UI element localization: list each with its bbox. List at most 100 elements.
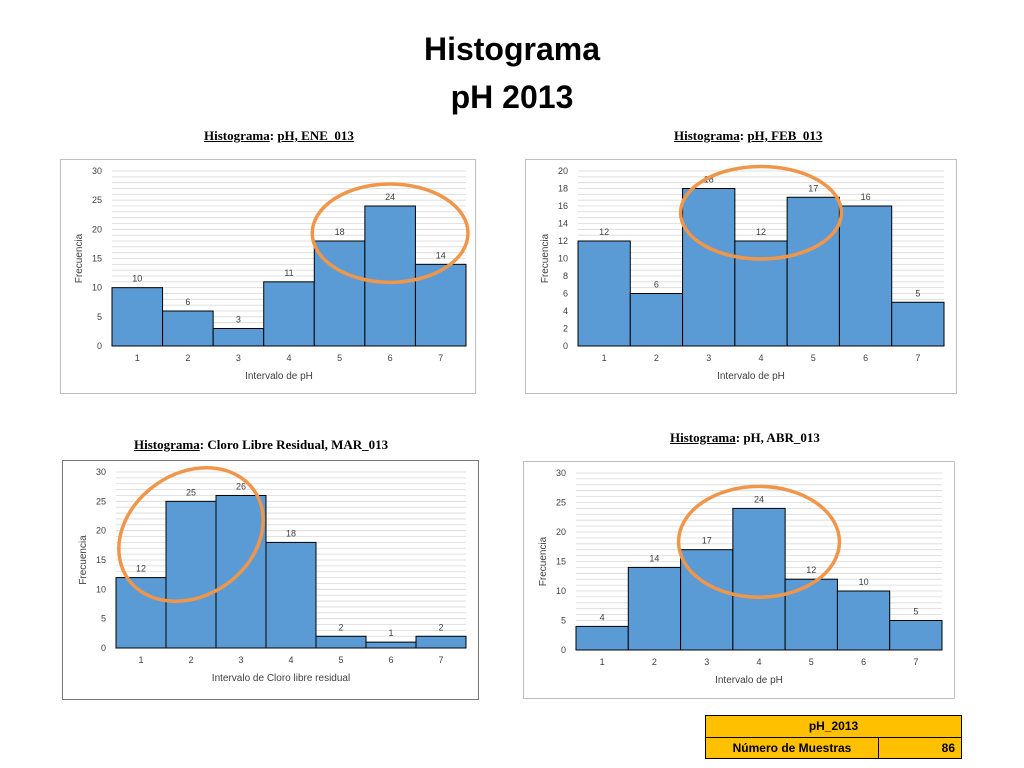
y-tick-label: 5 bbox=[561, 616, 566, 626]
summary-table: pH_2013 Número de Muestras 86 bbox=[705, 715, 962, 759]
data-label: 2 bbox=[338, 622, 343, 632]
y-tick-label: 15 bbox=[96, 555, 106, 565]
y-tick-label: 20 bbox=[556, 527, 566, 537]
highlight-ellipse bbox=[676, 484, 842, 599]
bar bbox=[115, 577, 167, 649]
chart-title-keyword: Histograma bbox=[674, 128, 740, 143]
chart-title-abr: Histograma: pH, ABR_013 bbox=[670, 430, 820, 445]
chart-title-rest: pH, FEB_013 bbox=[747, 128, 823, 143]
y-tick-label: 10 bbox=[558, 254, 568, 264]
bar bbox=[162, 310, 214, 347]
x-tick-label: 6 bbox=[388, 655, 393, 665]
x-tick-label: 3 bbox=[704, 657, 709, 667]
data-label: 26 bbox=[236, 481, 246, 491]
highlight-ellipse bbox=[117, 466, 265, 604]
bar bbox=[682, 188, 736, 347]
x-tick-label: 6 bbox=[863, 353, 868, 363]
bar bbox=[365, 641, 417, 649]
bar bbox=[627, 566, 682, 651]
x-tick-label: 5 bbox=[809, 657, 814, 667]
highlight-ellipse bbox=[310, 182, 470, 285]
y-tick-label: 20 bbox=[92, 224, 102, 234]
y-tick-label: 16 bbox=[558, 201, 568, 211]
data-label: 6 bbox=[185, 297, 190, 307]
x-tick-label: 4 bbox=[288, 655, 293, 665]
y-tick-label: 15 bbox=[556, 557, 566, 567]
y-tick-label: 0 bbox=[561, 645, 566, 655]
x-tick-label: 5 bbox=[337, 353, 342, 363]
y-tick-label: 30 bbox=[96, 467, 106, 477]
y-tick-label: 18 bbox=[558, 184, 568, 194]
x-tick-label: 4 bbox=[756, 657, 761, 667]
y-axis-label: Frecuencia bbox=[540, 233, 551, 283]
bar bbox=[263, 281, 315, 347]
data-label: 12 bbox=[599, 227, 609, 237]
histogram-ph-abr: 0 5 10 15 20 25 30 4 1 14 2 17 3 24 4 12 5 10 6 5 7 Intervalo… bbox=[523, 461, 955, 699]
data-label: 5 bbox=[913, 607, 918, 617]
x-tick-label: 2 bbox=[654, 353, 659, 363]
x-tick-label: 7 bbox=[915, 353, 920, 363]
y-tick-label: 30 bbox=[556, 468, 566, 478]
bar bbox=[577, 240, 631, 347]
bar bbox=[165, 500, 217, 649]
bar bbox=[111, 287, 164, 347]
x-tick-label: 2 bbox=[652, 657, 657, 667]
x-axis-label: Intervalo de pH bbox=[245, 371, 313, 382]
y-tick-label: 25 bbox=[92, 195, 102, 205]
bar bbox=[784, 578, 838, 651]
x-tick-label: 6 bbox=[388, 353, 393, 363]
bar bbox=[629, 293, 684, 347]
chart-title-keyword: Histograma bbox=[134, 437, 200, 452]
x-tick-label: 7 bbox=[438, 655, 443, 665]
bar bbox=[838, 205, 893, 347]
bar bbox=[315, 635, 367, 649]
data-label: 12 bbox=[806, 565, 816, 575]
data-label: 4 bbox=[600, 612, 605, 622]
x-tick-label: 1 bbox=[138, 655, 143, 665]
chart-title-rest: Cloro Libre Residual, MAR_013 bbox=[207, 437, 389, 452]
data-label: 10 bbox=[132, 274, 142, 284]
bar bbox=[575, 625, 629, 651]
data-label: 12 bbox=[136, 564, 146, 574]
data-label: 25 bbox=[186, 487, 196, 497]
y-tick-label: 4 bbox=[563, 306, 568, 316]
y-tick-label: 0 bbox=[97, 341, 102, 351]
bar bbox=[786, 196, 840, 347]
bar bbox=[415, 635, 467, 649]
y-tick-label: 2 bbox=[563, 324, 568, 334]
y-tick-label: 14 bbox=[558, 219, 568, 229]
histogram-ph-ene: 0 5 10 15 20 25 30 10 1 6 2 3 3 11 4 18 5 24 6 14 7 Intervalo… bbox=[60, 159, 476, 394]
y-tick-label: 5 bbox=[101, 614, 106, 624]
histogram-cloro-mar: 051015202530121252263184251627Intervalo … bbox=[62, 460, 479, 700]
data-label: 5 bbox=[915, 288, 920, 298]
y-tick-label: 20 bbox=[96, 526, 106, 536]
bar bbox=[889, 620, 943, 651]
page-title-line2: pH 2013 bbox=[450, 79, 574, 115]
x-tick-label: 1 bbox=[602, 353, 607, 363]
x-tick-label: 6 bbox=[861, 657, 866, 667]
bar bbox=[364, 205, 416, 347]
histogram-ph-feb: 024681012141618201216218312417516657Inte… bbox=[525, 159, 957, 394]
bar bbox=[732, 507, 786, 651]
x-tick-label: 3 bbox=[238, 655, 243, 665]
summary-row-value: 86 bbox=[878, 736, 962, 759]
chart-title-keyword: Histograma bbox=[204, 128, 270, 143]
data-label: 12 bbox=[756, 227, 766, 237]
chart-title-ene: Histograma: pH, ENE_013 bbox=[204, 128, 354, 143]
highlight-ellipse bbox=[678, 164, 844, 261]
y-tick-label: 20 bbox=[558, 166, 568, 176]
x-tick-label: 4 bbox=[758, 353, 763, 363]
data-label: 6 bbox=[654, 280, 659, 290]
y-tick-label: 30 bbox=[92, 166, 102, 176]
bar bbox=[680, 549, 734, 651]
x-tick-label: 1 bbox=[135, 353, 140, 363]
data-label: 14 bbox=[436, 250, 446, 260]
page-title-line1: Histograma bbox=[423, 31, 601, 67]
data-label: 10 bbox=[859, 577, 869, 587]
y-tick-label: 10 bbox=[92, 283, 102, 293]
data-label: 18 bbox=[286, 528, 296, 538]
data-label: 16 bbox=[861, 192, 871, 202]
x-axis-label: Intervalo de pH bbox=[715, 675, 783, 686]
data-label: 2 bbox=[438, 622, 443, 632]
data-label: 17 bbox=[808, 183, 818, 193]
